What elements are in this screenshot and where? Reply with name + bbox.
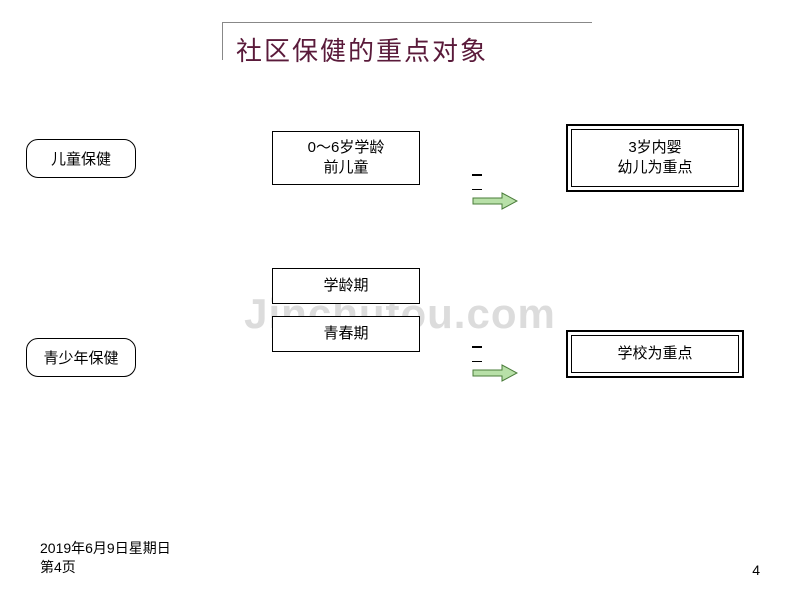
footer-page-number: 4 bbox=[752, 562, 760, 578]
title-top-rule bbox=[222, 22, 592, 23]
label-children-health: 儿童保健 bbox=[26, 139, 136, 178]
emphasis-box-children: 3岁内婴 幼儿为重点 bbox=[566, 124, 744, 193]
children-middle-line1: 0～6岁学龄 bbox=[283, 138, 409, 158]
youth-right-text: 学校为重点 bbox=[578, 344, 732, 364]
arrow-icon bbox=[472, 192, 518, 210]
middle-stack-youth: 学龄期 青春期 bbox=[272, 268, 420, 353]
footer-date: 2019年6月9日星期日 bbox=[40, 539, 171, 559]
youth-middle-top: 学龄期 bbox=[272, 268, 420, 304]
bracket-icon bbox=[472, 172, 484, 192]
children-right-line2: 幼儿为重点 bbox=[578, 158, 732, 178]
children-right-line1: 3岁内婴 bbox=[578, 138, 732, 158]
arrow-icon bbox=[472, 364, 518, 382]
label-youth-health: 青少年保健 bbox=[26, 338, 136, 377]
arrow-children bbox=[472, 172, 532, 194]
footer-page-label: 第4页 bbox=[40, 558, 171, 578]
children-middle-line2: 前儿童 bbox=[283, 158, 409, 178]
emphasis-box-youth: 学校为重点 bbox=[566, 330, 744, 378]
page-title: 社区保健的重点对象 bbox=[222, 31, 592, 68]
bracket-icon bbox=[472, 344, 484, 364]
arrow-youth bbox=[472, 344, 532, 366]
middle-box-children: 0～6岁学龄 前儿童 bbox=[272, 131, 420, 186]
title-left-rule bbox=[222, 22, 223, 60]
youth-middle-bottom: 青春期 bbox=[272, 316, 420, 352]
footer: 2019年6月9日星期日 第4页 4 bbox=[40, 539, 760, 578]
footer-date-block: 2019年6月9日星期日 第4页 bbox=[40, 539, 171, 578]
title-section: 社区保健的重点对象 bbox=[222, 22, 592, 68]
